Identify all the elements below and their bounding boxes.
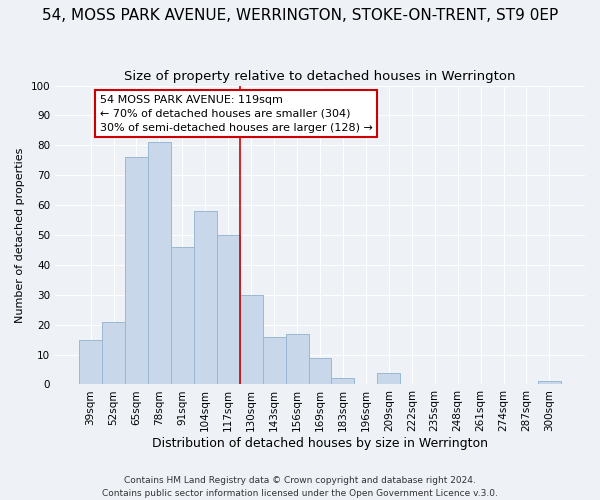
Bar [240,295,263,384]
Bar [331,378,355,384]
Title: Size of property relative to detached houses in Werrington: Size of property relative to detached ho… [124,70,516,83]
Text: Contains HM Land Registry data © Crown copyright and database right 2024.
Contai: Contains HM Land Registry data © Crown c… [102,476,498,498]
Bar [263,336,286,384]
Bar [102,322,125,384]
Text: 54, MOSS PARK AVENUE, WERRINGTON, STOKE-ON-TRENT, ST9 0EP: 54, MOSS PARK AVENUE, WERRINGTON, STOKE-… [42,8,558,22]
Bar [171,247,194,384]
Bar [148,142,171,384]
Bar [79,340,102,384]
X-axis label: Distribution of detached houses by size in Werrington: Distribution of detached houses by size … [152,437,488,450]
Bar [286,334,308,384]
Bar [538,382,561,384]
Y-axis label: Number of detached properties: Number of detached properties [15,148,25,322]
Text: 54 MOSS PARK AVENUE: 119sqm
← 70% of detached houses are smaller (304)
30% of se: 54 MOSS PARK AVENUE: 119sqm ← 70% of det… [100,94,373,132]
Bar [217,235,240,384]
Bar [308,358,331,384]
Bar [194,211,217,384]
Bar [377,372,400,384]
Bar [125,158,148,384]
